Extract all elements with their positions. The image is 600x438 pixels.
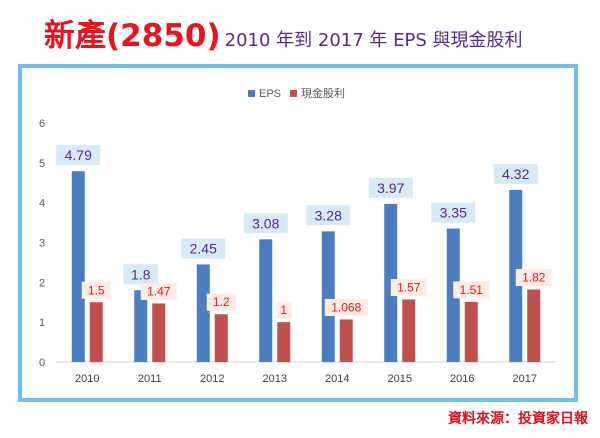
eps-label-box: [306, 205, 351, 226]
bar-dividend: [402, 299, 416, 362]
y-tick-label: 6: [39, 118, 45, 130]
bar-dividend: [214, 314, 228, 362]
eps-data-label: 3.35: [440, 205, 467, 221]
dividend-label-box: [324, 298, 368, 316]
eps-label-box: [431, 202, 476, 223]
page-title: 新產(2850) 2010 年到 2017 年 EPS 與現金股利: [44, 10, 523, 60]
dividend-label-box: [453, 281, 490, 299]
eps-label-box: [123, 264, 159, 285]
dividend-label-box: [81, 281, 111, 299]
x-tick-label: 2016: [450, 373, 474, 385]
legend-label-dividend: 現金股利: [301, 86, 345, 100]
bar-dividend: [464, 301, 478, 362]
eps-label-box: [493, 163, 538, 184]
y-tick-label: 4: [39, 198, 45, 210]
dividend-label-box: [206, 293, 236, 311]
x-tick-label: 2011: [138, 373, 162, 385]
dividend-data-label: 1: [280, 303, 287, 317]
eps-label-box: [181, 238, 226, 259]
eps-data-label: 3.97: [377, 180, 404, 196]
dividend-data-label: 1.82: [522, 271, 546, 285]
eps-data-label: 1.8: [131, 266, 151, 282]
y-tick-label: 1: [39, 317, 45, 329]
bar-dividend: [339, 319, 353, 362]
bar-eps: [259, 239, 273, 362]
bar-eps: [196, 264, 210, 362]
x-tick-label: 2013: [263, 373, 287, 385]
bar-dividend: [277, 322, 291, 362]
x-tick-label: 2017: [513, 373, 537, 385]
dividend-data-label: 1.2: [213, 295, 230, 309]
dividend-data-label: 1.5: [88, 283, 105, 297]
dividend-label-box: [276, 301, 292, 319]
dividend-label-box: [390, 278, 427, 296]
dividend-data-label: 1.068: [331, 300, 361, 314]
x-tick-label: 2012: [200, 373, 224, 385]
bar-dividend: [527, 289, 541, 362]
bar-eps: [134, 290, 148, 362]
bar-dividend: [89, 302, 103, 362]
y-tick-label: 2: [39, 277, 45, 289]
bar-eps: [71, 171, 85, 362]
dividend-label-box: [140, 282, 177, 300]
y-tick-label: 3: [39, 238, 45, 250]
eps-data-label: 4.79: [65, 147, 92, 163]
title-subtitle: 2010 年到 2017 年 EPS 與現金股利: [224, 30, 523, 51]
dividend-data-label: 1.51: [460, 283, 484, 297]
x-tick-label: 2015: [388, 373, 412, 385]
source-note: 資料來源：投資家日報: [448, 411, 588, 427]
chart-frame: [18, 64, 578, 402]
bar-dividend: [152, 303, 166, 362]
legend-swatch-dividend: [290, 90, 297, 97]
eps-data-label: 4.32: [502, 166, 529, 182]
y-tick-label: 5: [39, 158, 45, 170]
eps-label-box: [368, 177, 413, 198]
dividend-data-label: 1.57: [397, 280, 421, 294]
x-tick-label: 2014: [325, 373, 349, 385]
eps-data-label: 3.28: [315, 207, 342, 223]
x-tick-label: 2010: [75, 373, 99, 385]
legend-label-eps: EPS: [259, 88, 281, 100]
dividend-data-label: 1.47: [147, 284, 171, 298]
eps-label-box: [56, 145, 101, 166]
legend-swatch-eps: [248, 90, 255, 97]
company-title: 新產(2850): [44, 18, 221, 54]
y-tick-label: 0: [39, 357, 45, 369]
eps-data-label: 3.08: [252, 215, 279, 231]
eps-label-box: [243, 213, 288, 234]
eps-data-label: 2.45: [190, 240, 217, 256]
bar-eps: [321, 231, 335, 362]
dividend-label-box: [515, 269, 552, 287]
